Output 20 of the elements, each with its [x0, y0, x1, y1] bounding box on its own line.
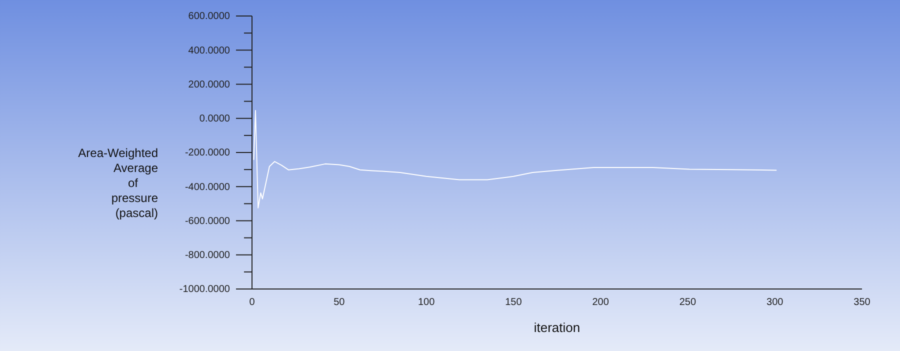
x-tick-label: 300: [766, 297, 784, 308]
x-tick-label: 100: [418, 297, 436, 308]
x-tick-label: 350: [854, 297, 871, 308]
x-tick-label: 200: [592, 297, 610, 308]
x-tick-label: 0: [249, 297, 256, 308]
x-axis-title: iteration: [534, 320, 580, 335]
y-axis-title: Area-Weighted Average of pressure (pascal): [78, 146, 158, 220]
x-tick-label: 250: [679, 297, 696, 308]
y-tick-label: 400.0000: [188, 45, 230, 56]
y-tick-label: -800.0000: [184, 250, 230, 262]
y-tick-label: -1000.0000: [179, 284, 230, 296]
x-tick-label: 150: [505, 297, 522, 308]
y-tick-label: -200.0000: [184, 148, 230, 159]
x-tick-label: 50: [334, 297, 346, 308]
y-tick-label: -400.0000: [184, 182, 230, 193]
y-tick-label: -600.0000: [184, 216, 230, 227]
y-tick-label: 0.0000: [199, 114, 230, 125]
line-series: [253, 110, 778, 208]
y-tick-label: 200.0000: [188, 79, 230, 90]
y-tick-label: 600.0000: [188, 11, 230, 22]
